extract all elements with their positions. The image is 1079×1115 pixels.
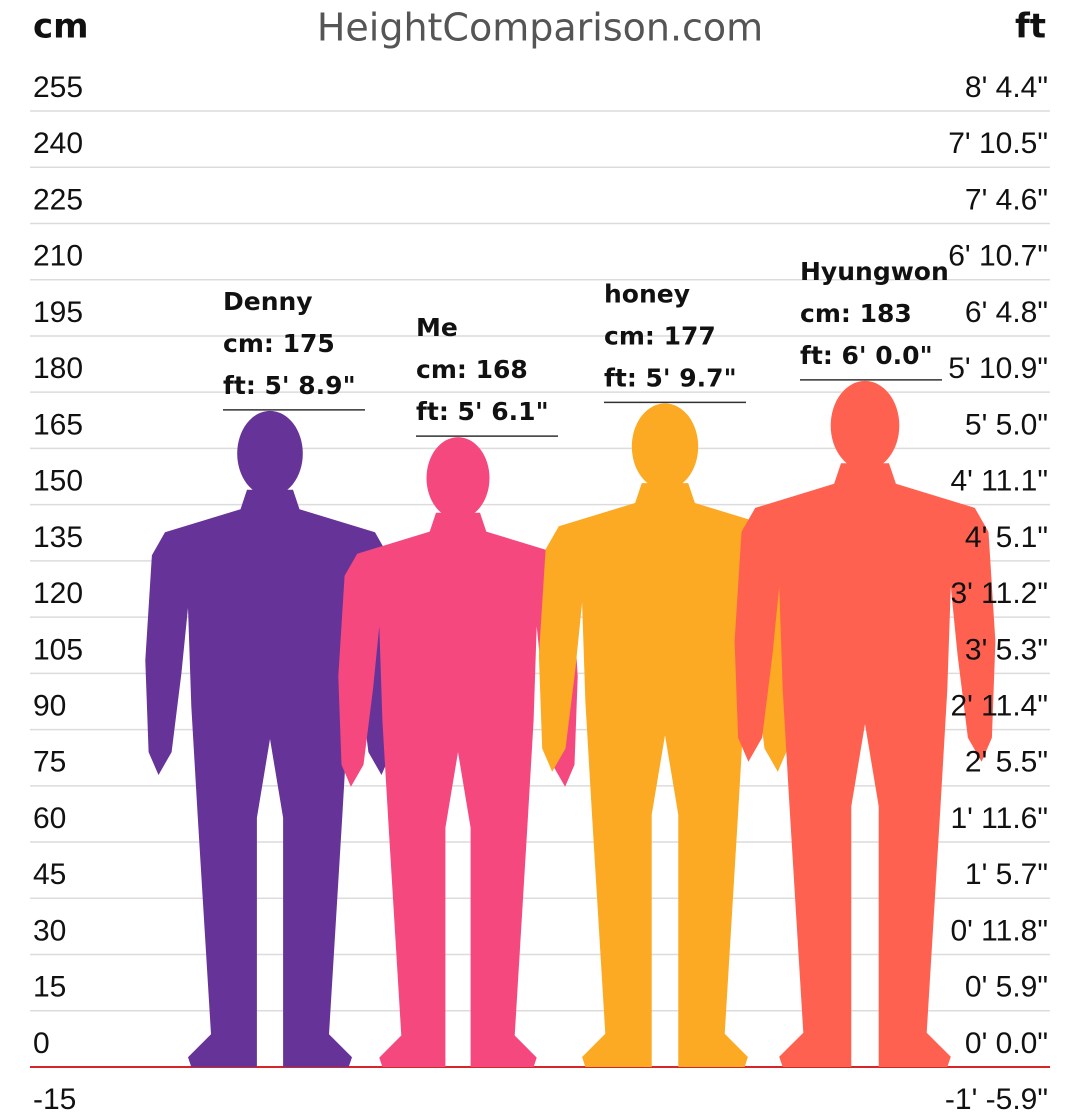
y2-tick-label: 1' 5.7" [965,858,1048,891]
y-tick-label: 240 [33,127,83,160]
person-silhouette [338,437,578,1067]
y2-tick-label: 7' 10.5" [948,127,1048,160]
y2-tick-label: 3' 5.3" [965,633,1048,666]
ft-label: ft: 5' 8.9" [223,371,356,400]
y-axis-label: cm [33,7,89,47]
y-tick-label: 30 [33,914,66,947]
y2-tick-label: -1' -5.9" [945,1083,1048,1115]
y2-tick-label: 0' 11.8" [950,914,1048,947]
y2-tick-label: 2' 5.5" [965,746,1048,779]
y2-tick-label: 6' 4.8" [965,296,1048,329]
y-tick-label: 15 [33,971,66,1004]
y-tick-label: 165 [33,408,83,441]
y-tick-label: 120 [33,577,83,610]
y-tick-label: 180 [33,352,83,385]
y2-tick-label: 7' 4.6" [965,183,1048,216]
person-name: honey [604,279,690,308]
cm-label: cm: 183 [800,299,912,328]
y2-tick-label: 4' 5.1" [965,521,1048,554]
y2-tick-label: 6' 10.7" [948,240,1048,273]
y2-tick-label: 0' 0.0" [965,1027,1048,1060]
y2-tick-label: 8' 4.4" [965,71,1048,104]
cm-label: cm: 175 [223,329,335,358]
y-tick-label: 90 [33,690,66,723]
person-name: Me [416,313,458,342]
y2-tick-label: 2' 11.4" [950,690,1048,723]
y2-tick-label: 5' 10.9" [948,352,1048,385]
y2-tick-label: 3' 11.2" [950,577,1048,610]
y2-tick-label: 4' 11.1" [950,465,1048,498]
ft-label: ft: 5' 6.1" [416,397,549,426]
y-tick-label: 210 [33,240,83,273]
person-name: Hyungwon [800,257,949,286]
cm-label: cm: 177 [604,321,716,350]
y-tick-label: 0 [33,1027,50,1060]
y2-tick-label: 0' 5.9" [965,971,1048,1004]
y-tick-label: 45 [33,858,66,891]
y2-tick-label: 1' 11.6" [950,802,1048,835]
cm-label: cm: 168 [416,355,528,384]
y-tick-label: 255 [33,71,83,104]
ft-label: ft: 5' 9.7" [604,363,737,392]
y-tick-label: -15 [33,1083,76,1115]
y-tick-label: 225 [33,183,83,216]
y-tick-label: 135 [33,521,83,554]
y2-axis-label: ft [1015,7,1046,47]
y-tick-label: 150 [33,465,83,498]
ft-label: ft: 6' 0.0" [800,341,933,370]
y-tick-label: 75 [33,746,66,779]
y-tick-label: 195 [33,296,83,329]
person-silhouette [734,380,996,1067]
person-name: Denny [223,287,313,316]
person-silhouette [538,403,792,1067]
y-tick-label: 60 [33,802,66,835]
y-tick-label: 105 [33,633,83,666]
chart-title: HeightComparison.com [317,6,763,50]
y2-tick-label: 5' 5.0" [965,408,1048,441]
person-silhouette [145,410,395,1067]
